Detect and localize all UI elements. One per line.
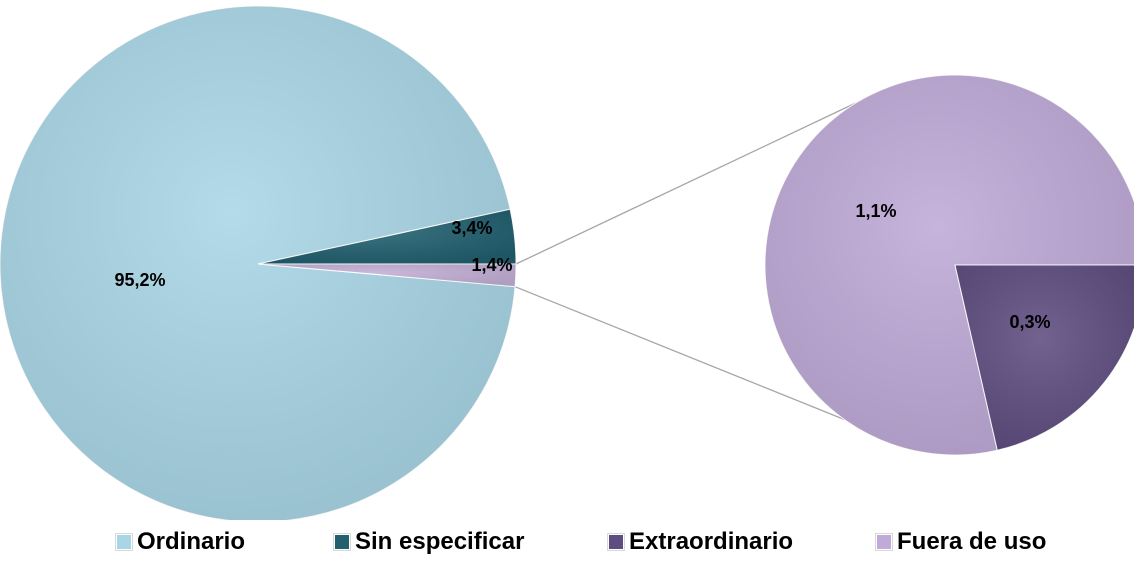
main-pie xyxy=(0,5,517,520)
secondary-label-fuera-de-uso: 1,1% xyxy=(855,201,896,221)
legend-item-extraordinario[interactable]: Extraordinario xyxy=(608,528,793,556)
secondary-slice-shading-fuera-de-uso xyxy=(765,75,1134,455)
data-labels: 95,2% 3,4% 1,4% 1,1% 0,3% xyxy=(114,201,1050,332)
legend-label-sin-especificar: Sin especificar xyxy=(355,528,525,555)
legend-item-ordinario[interactable]: Ordinario xyxy=(116,528,245,556)
main-label-otros: 1,4% xyxy=(471,255,512,275)
main-slice-shading-ordinario xyxy=(0,6,516,520)
legend-label-ordinario: Ordinario xyxy=(137,528,246,555)
legend-label-fuera-de-uso: Fuera de uso xyxy=(897,528,1047,555)
connector-line-bottom xyxy=(514,286,845,421)
main-label-ordinario: 95,2% xyxy=(114,270,165,290)
pie-of-pie-chart: 95,2% 3,4% 1,4% 1,1% 0,3% xyxy=(0,5,1134,520)
main-slice-shading-otros xyxy=(258,264,516,287)
legend-swatch-sin-especificar xyxy=(334,534,350,550)
secondary-label-extraordinario: 0,3% xyxy=(1009,312,1050,332)
connector-line-top xyxy=(515,102,856,265)
legend-swatch-extraordinario xyxy=(608,534,624,550)
legend-swatch-fuera-de-uso xyxy=(876,534,892,550)
main-label-sin-especificar: 3,4% xyxy=(451,218,492,238)
main-slice-shading-sin-especificar xyxy=(258,209,516,264)
connector-lines xyxy=(514,102,856,421)
legend-item-sin-especificar[interactable]: Sin especificar xyxy=(334,528,524,556)
legend-item-fuera-de-uso[interactable]: Fuera de uso xyxy=(876,528,1046,556)
secondary-pie xyxy=(764,74,1134,456)
legend-label-extraordinario: Extraordinario xyxy=(629,528,794,555)
legend-swatch-ordinario xyxy=(116,534,132,550)
legend: Ordinario Sin especificar Extraordinario… xyxy=(0,528,1134,568)
secondary-slice-shading-extraordinario xyxy=(955,265,1134,451)
